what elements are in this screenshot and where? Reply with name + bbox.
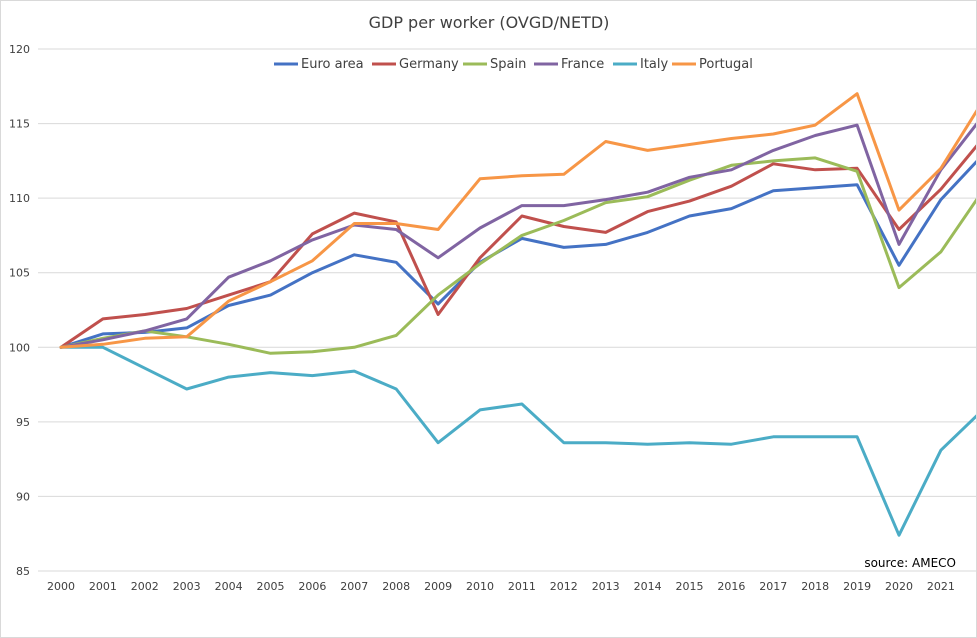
x-tick-label: 2011 <box>508 580 536 593</box>
legend-item-italy: Italy <box>613 57 669 72</box>
y-tick-label: 85 <box>16 565 30 578</box>
legend-item-spain: Spain <box>463 57 526 72</box>
series-line-spain <box>59 156 976 355</box>
legend-item-germany: Germany <box>372 57 459 72</box>
x-tick-label: 2014 <box>634 580 662 593</box>
legend-label: Portugal <box>699 57 753 72</box>
y-tick-label: 105 <box>9 267 30 280</box>
x-tick-label: 2005 <box>257 580 285 593</box>
legend-label: Italy <box>640 57 669 72</box>
x-tick-label: 2007 <box>340 580 368 593</box>
series-line-italy <box>59 345 976 537</box>
x-tick-label: 2012 <box>550 580 578 593</box>
x-tick-label: 2013 <box>592 580 620 593</box>
y-axis-ticks: 85 90 95 100 105 110 115 120 <box>9 43 30 578</box>
x-tick-label: 2006 <box>298 580 326 593</box>
y-tick-label: 100 <box>9 341 30 354</box>
legend-item-euro-area: Euro area <box>274 57 364 72</box>
x-tick-label: 2020 <box>885 580 913 593</box>
x-tick-label: 2018 <box>801 580 829 593</box>
legend-label: Spain <box>490 57 526 72</box>
x-tick-label: 2001 <box>89 580 117 593</box>
x-tick-label: 2008 <box>382 580 410 593</box>
legend-item-portugal: Portugal <box>672 57 753 72</box>
y-tick-label: 120 <box>9 43 30 56</box>
y-tick-label: 110 <box>9 192 30 205</box>
series-line-germany <box>59 144 976 349</box>
x-tick-label: 2015 <box>676 580 704 593</box>
x-tick-label: 2004 <box>215 580 243 593</box>
legend-label: Euro area <box>301 57 364 72</box>
series-lines <box>59 92 976 537</box>
x-axis-ticks: 2000 2001 2002 2003 2004 2005 2006 2007 2008 2009… <box>47 580 955 593</box>
x-tick-label: 2002 <box>131 580 159 593</box>
legend-label: France <box>561 57 604 72</box>
legend-item-france: France <box>534 57 604 72</box>
gridlines <box>38 48 976 572</box>
x-tick-label: 2000 <box>47 580 75 593</box>
y-tick-label: 90 <box>16 490 30 503</box>
chart-title: GDP per worker (OVGD/NETD) <box>369 13 610 32</box>
series-line-france <box>59 122 976 349</box>
series-line-euro-area <box>59 159 976 349</box>
x-tick-label: 2003 <box>173 580 201 593</box>
y-tick-label: 115 <box>9 118 30 131</box>
series-line-portugal <box>59 92 976 349</box>
x-tick-label: 2017 <box>759 580 787 593</box>
x-tick-label: 2010 <box>466 580 494 593</box>
legend-label: Germany <box>399 57 459 72</box>
x-tick-label: 2016 <box>717 580 745 593</box>
x-tick-label: 2009 <box>424 580 452 593</box>
legend: Euro area Germany Spain France Italy Portugal <box>274 57 753 72</box>
source-note: source: AMECO <box>864 556 956 570</box>
y-tick-label: 95 <box>16 416 30 429</box>
x-tick-label: 2021 <box>927 580 955 593</box>
x-tick-label: 2019 <box>843 580 871 593</box>
